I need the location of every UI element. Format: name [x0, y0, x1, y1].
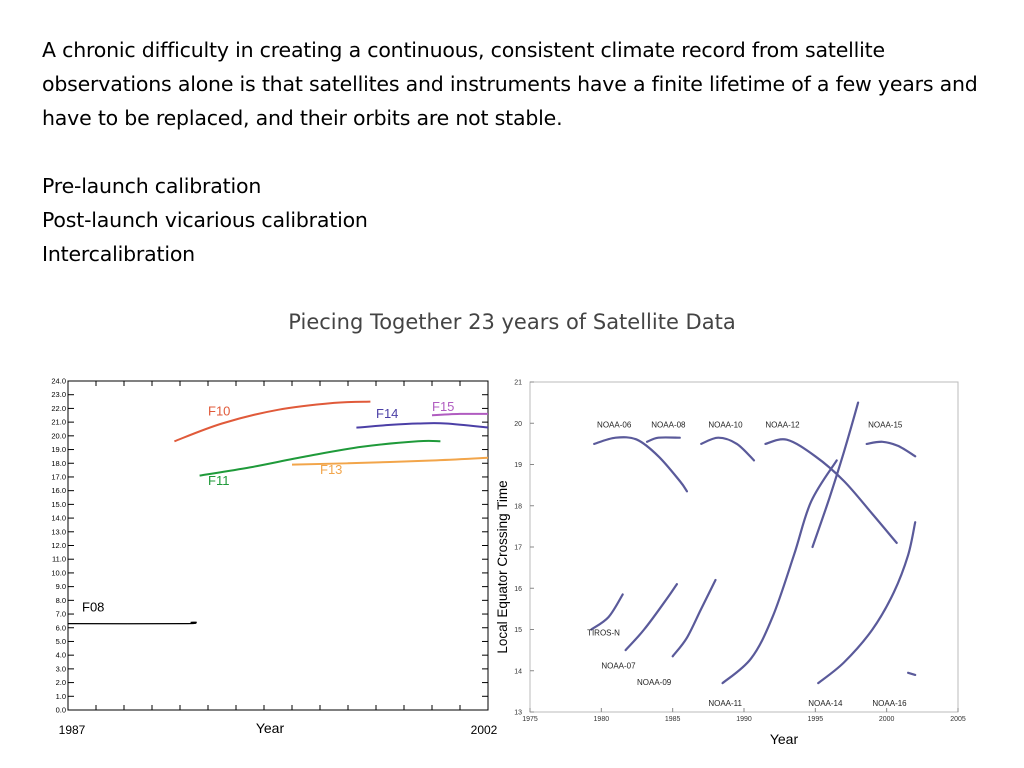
y-tick-label: 16.0: [51, 486, 66, 495]
y-tick-label: 22.0: [51, 404, 66, 413]
series-label-noaa-09: NOAA-09: [637, 678, 672, 687]
x-tick-label: 1980: [594, 716, 610, 723]
series-label-f13: F13: [320, 462, 342, 477]
y-tick-label: 23.0: [51, 390, 66, 399]
y-tick-label: 5.0: [56, 637, 66, 646]
series-label-f10: F10: [208, 403, 230, 418]
series-line-f14: [356, 422, 489, 429]
series-line-noaa-07: [624, 583, 678, 652]
y-tick-label: 20: [514, 421, 522, 428]
y-tick-label: 16: [514, 586, 522, 593]
series-line-f11: [199, 439, 441, 477]
bullet-intercalibration: Intercalibration: [42, 242, 195, 266]
series-line-f10: [174, 400, 371, 443]
series-label-f15: F15: [432, 399, 454, 414]
x-tick-label: 1995: [808, 716, 824, 723]
figure-title: Piecing Together 23 years of Satellite D…: [288, 310, 736, 334]
plot-frame: [67, 380, 489, 711]
y-tick-label: 15: [514, 627, 522, 634]
plot-frame: [529, 381, 959, 713]
series-label-noaa-11: NOAA-11: [708, 699, 742, 708]
y-tick-label: 10.0: [51, 568, 66, 577]
x-tick-label: 1990: [736, 716, 752, 723]
series-line-noaa-16: [817, 521, 917, 685]
x-tick-label: 2002: [471, 723, 498, 737]
y-tick-label: 15.0: [51, 500, 66, 509]
series-line-noaa-08: [645, 436, 681, 443]
series-label-noaa-15: NOAA-15: [868, 420, 903, 429]
series-line-f15: [431, 412, 489, 417]
y-tick-label: 6.0: [56, 623, 66, 632]
series-label-noaa-12: NOAA-12: [765, 420, 800, 429]
x-tick-label: 1975: [522, 716, 538, 723]
x-tick-label: 1985: [665, 716, 681, 723]
series-label-f14: F14: [376, 406, 398, 421]
series-label-noaa-06: NOAA-06: [597, 420, 632, 429]
y-tick-label: 14.0: [51, 514, 66, 523]
y-tick-label: 12.0: [51, 541, 66, 550]
y-tick-label: 18: [514, 503, 522, 510]
y-tick-label: 2.0: [56, 678, 66, 687]
y-tick-label: 18.0: [51, 459, 66, 468]
y-tick-label: 17: [514, 545, 522, 552]
series-line-unlabeled-11: [907, 671, 917, 676]
series-line-noaa-14: [811, 401, 860, 549]
x-axis-label: Year: [256, 720, 285, 736]
y-tick-label: 8.0: [56, 596, 66, 605]
y-tick-label: 4.0: [56, 651, 66, 660]
y-tick-label: 19: [514, 462, 522, 469]
y-tick-label: 1.0: [56, 692, 66, 701]
y-tick-label: 21.0: [51, 418, 66, 427]
slide-text: A chronic difficulty in creating a conti…: [42, 33, 1002, 271]
y-tick-label: 3.0: [56, 664, 66, 673]
y-tick-label: 14: [514, 668, 522, 675]
y-tick-label: 20.0: [51, 431, 66, 440]
series-label-noaa-10: NOAA-10: [708, 420, 743, 429]
bullet-prelaunch: Pre-launch calibration: [42, 174, 262, 198]
series-line-noaa-11: [721, 459, 838, 685]
y-tick-label: 9.0: [56, 582, 66, 591]
bullet-postlaunch: Post-launch vicarious calibration: [42, 208, 368, 232]
y-tick-label: 19.0: [51, 445, 66, 454]
y-tick-label: 7.0: [56, 610, 66, 619]
y-tick-label: 21: [514, 380, 522, 387]
series-line-noaa-15: [865, 440, 917, 458]
y-axis-label: Local Equator Crossing Time: [495, 480, 510, 653]
y-tick-label: 0.0: [56, 706, 66, 715]
series-line-f08: [67, 621, 197, 625]
y-tick-label: 13: [514, 710, 522, 717]
y-tick-label: 24.0: [51, 377, 66, 386]
series-line-noaa-10: [700, 436, 756, 462]
y-tick-label: 13.0: [51, 527, 66, 536]
series-line-noaa-06: [593, 436, 688, 493]
x-tick-label: 2000: [879, 716, 895, 723]
noaa-chart: 13 14 15 16 17 18 19 20 21 1975 1980 1985 1990 1995 20…: [495, 380, 966, 748]
y-tick-label: 11.0: [52, 555, 66, 564]
x-tick-label: 2005: [950, 716, 966, 723]
intro-paragraph: A chronic difficulty in creating a conti…: [42, 38, 978, 130]
series-label-noaa-14: NOAA-14: [808, 699, 843, 708]
series-label-f11: F11: [208, 473, 229, 488]
series-line-noaa-12: [764, 438, 898, 544]
series-line-f13: [291, 456, 489, 466]
x-tick-label: 1987: [59, 723, 86, 737]
series-label-noaa-16: NOAA-16: [872, 699, 907, 708]
y-tick-label: 17.0: [51, 472, 66, 481]
series-label-noaa-08: NOAA-08: [651, 420, 686, 429]
series-label-tiros-n: TIROS-N: [587, 629, 620, 638]
series-label-noaa-07: NOAA-07: [601, 662, 636, 671]
dmsp-chart: 0.0 1.0 2.0 3.0 4.0 5.0 6.0 7.0 8.0 9.0 10.0 11.0 12…: [51, 377, 498, 738]
series-line-noaa-09: [671, 578, 717, 658]
series-line-tiros-n: [590, 593, 624, 631]
x-axis-label: Year: [770, 731, 799, 747]
series-label-f08: F08: [82, 599, 104, 614]
